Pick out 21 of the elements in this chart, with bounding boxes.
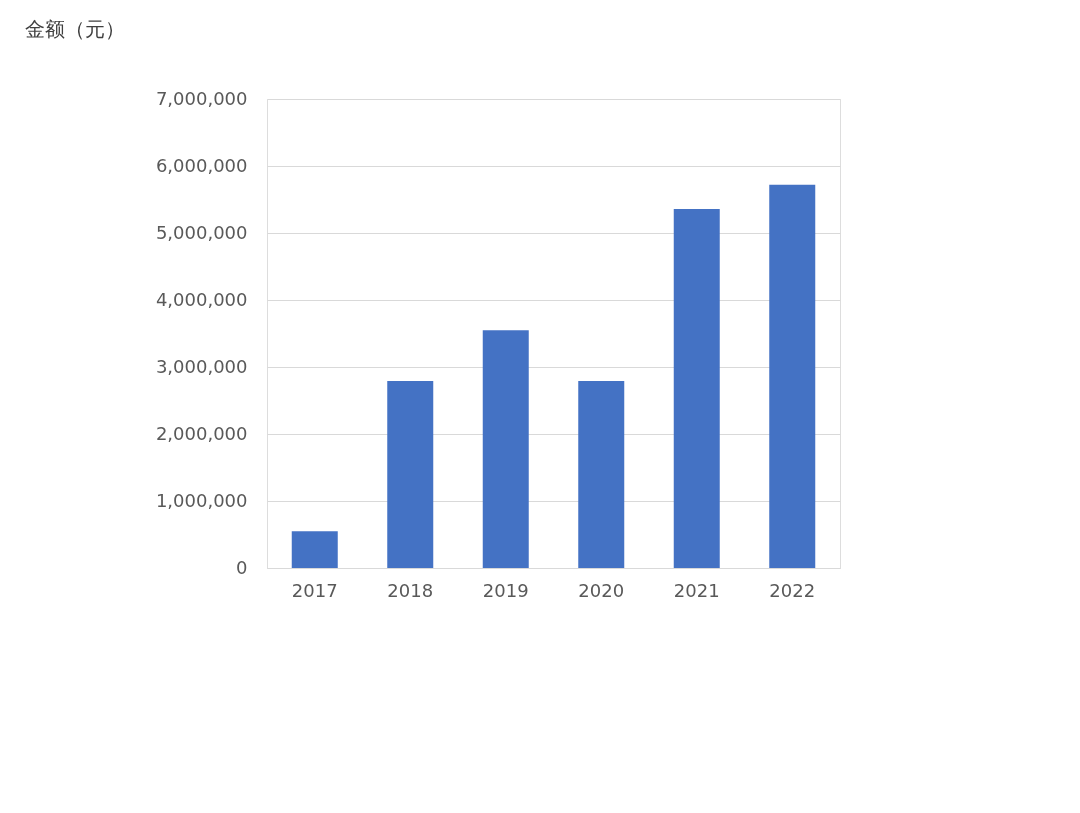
y-tick-label: 2,000,000 (155, 422, 248, 444)
bar (673, 208, 720, 568)
x-tick-label: 2022 (769, 579, 816, 601)
bar (769, 184, 816, 568)
y-tick-label: 1,000,000 (155, 489, 248, 511)
bar (482, 330, 529, 568)
x-tick-label: 2019 (482, 579, 529, 601)
bar (578, 381, 625, 568)
x-tick-label: 2018 (387, 579, 434, 601)
y-tick-label: 3,000,000 (155, 355, 248, 377)
x-tick-label: 2021 (673, 579, 720, 601)
bar (387, 381, 434, 568)
y-axis-title: 金额（元） (25, 17, 126, 41)
y-tick-label: 0 (236, 556, 248, 578)
y-tick-label: 7,000,000 (155, 87, 248, 109)
y-tick-label: 4,000,000 (155, 288, 248, 310)
bar (291, 531, 338, 568)
y-tick-label: 5,000,000 (155, 221, 248, 243)
y-tick-label: 6,000,000 (155, 154, 248, 176)
x-tick-label: 2020 (578, 579, 625, 601)
x-tick-label: 2017 (291, 579, 338, 601)
